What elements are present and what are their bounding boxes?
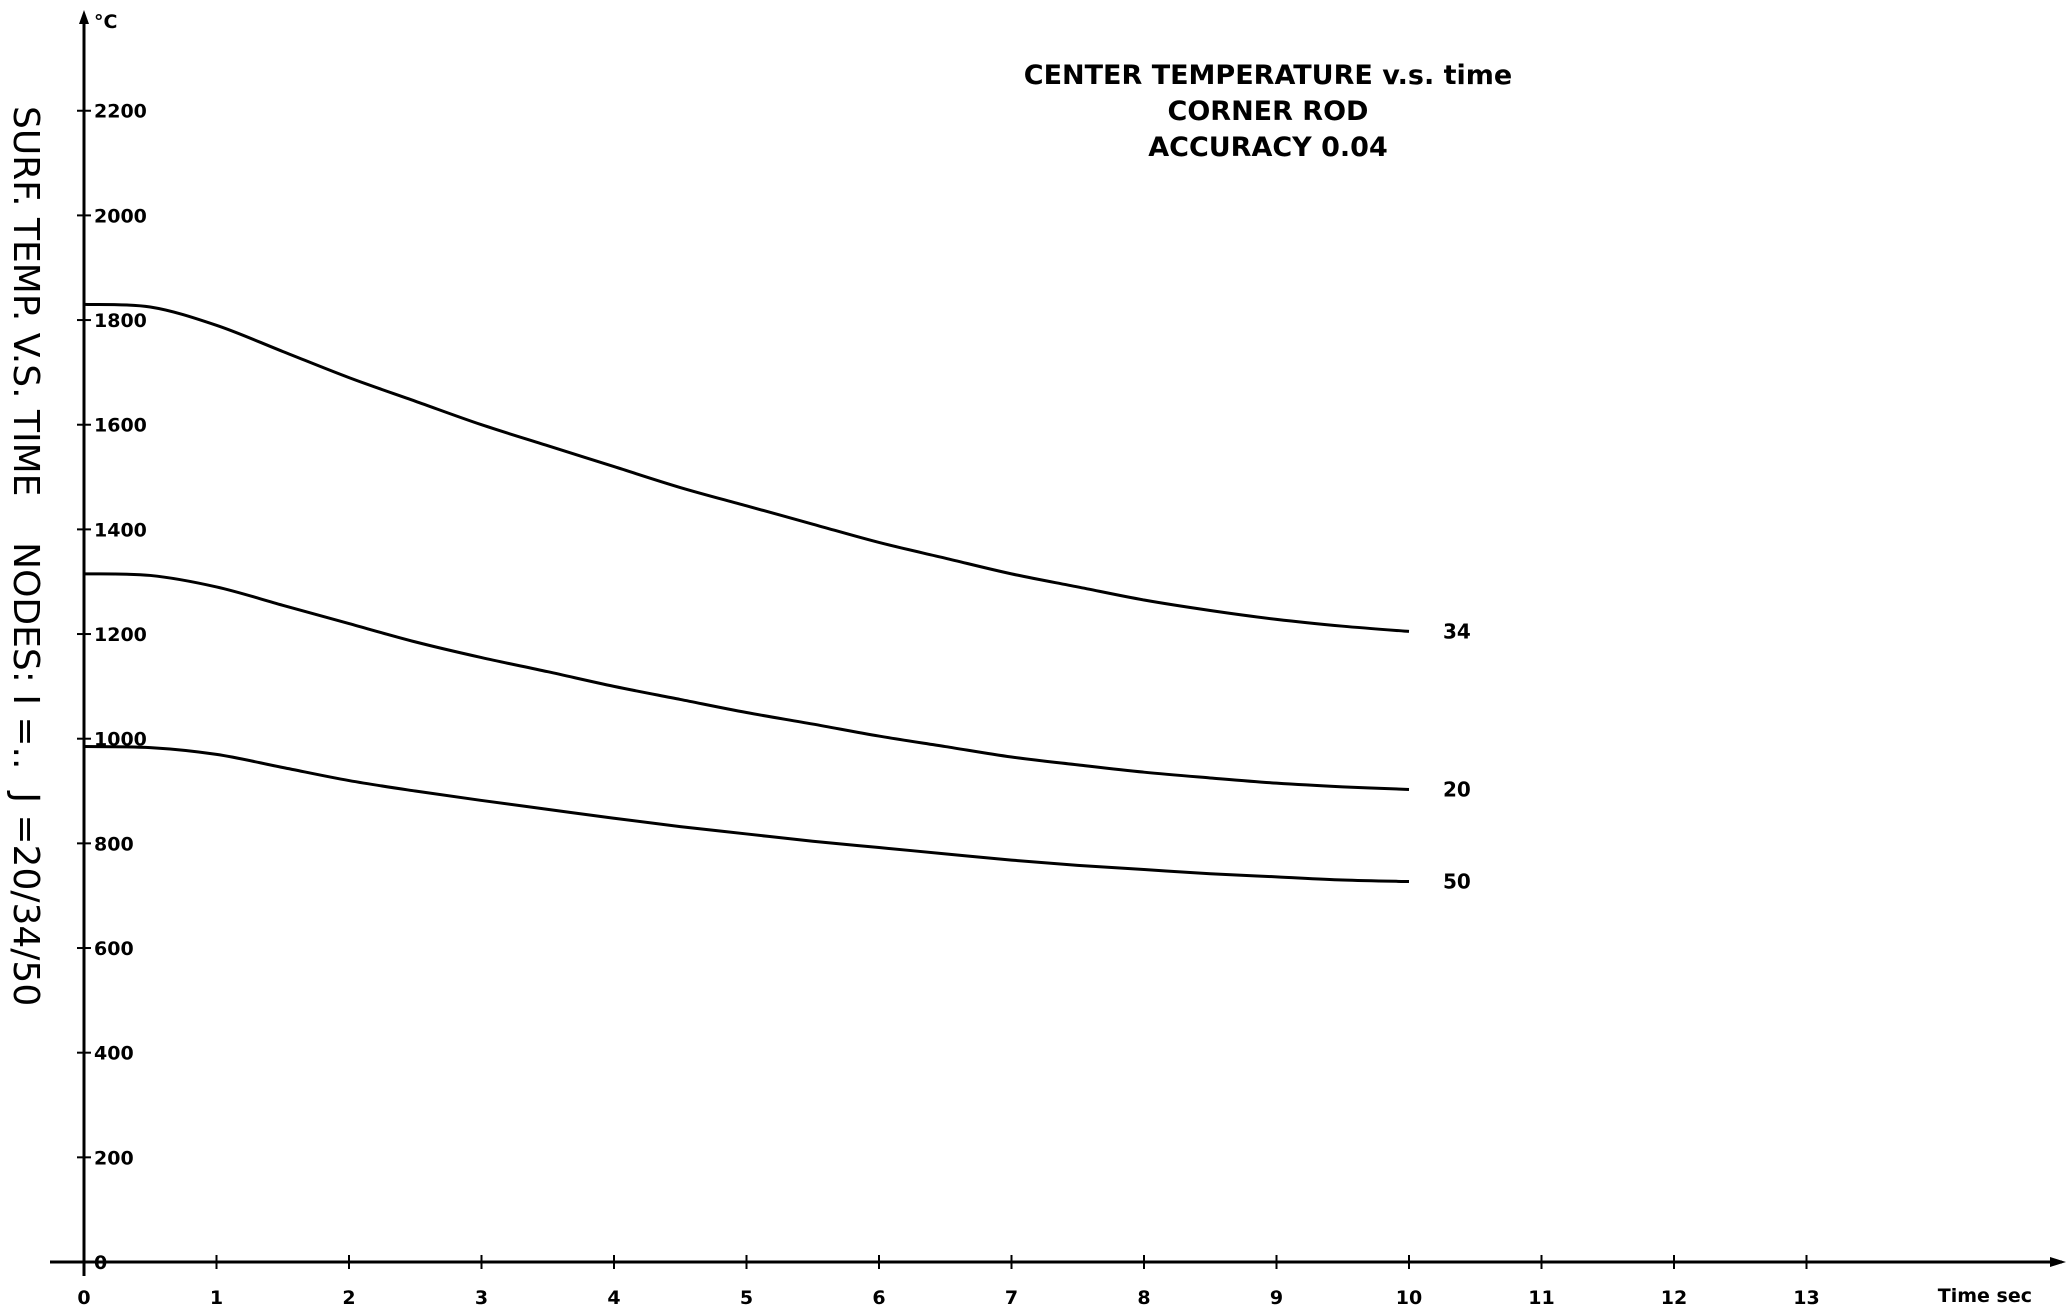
x-unit-label: Time sec (1938, 1285, 2032, 1307)
x-tick-label: 7 (1005, 1287, 1018, 1309)
y-tick-label: 1800 (94, 310, 147, 332)
x-tick-label: 2 (342, 1287, 355, 1309)
x-tick-label: 1 (210, 1287, 223, 1309)
y-tick-label: 800 (94, 833, 134, 855)
chart-title-line: ACCURACY 0.04 (1148, 132, 1388, 163)
x-tick-label: 0 (77, 1287, 90, 1309)
series-labels: 34 20 50 (1443, 619, 1471, 893)
y-axis-arrow (79, 10, 89, 24)
y-unit-label: °C (94, 11, 117, 33)
x-tick-label: 9 (1270, 1287, 1283, 1309)
x-tick-label: 10 (1396, 1287, 1422, 1309)
series-label-20: 20 (1443, 777, 1471, 801)
x-tick-label: 3 (475, 1287, 488, 1309)
y-tick-label: 2000 (94, 205, 147, 227)
chart-title: CENTER TEMPERATURE v.s. time CORNER ROD AC… (1024, 60, 1512, 163)
axes: °C Time sec (50, 10, 2066, 1307)
y-tick-label: 200 (94, 1147, 134, 1169)
y-tick-label: 0 (94, 1252, 107, 1274)
y-tick-label: 1200 (94, 624, 147, 646)
x-tick-label: 6 (872, 1287, 885, 1309)
side-label: SURF. TEMP. V.S. TIME NODES: I =.. J =20… (5, 106, 46, 1006)
series-label-50: 50 (1443, 870, 1471, 894)
side-label-group: SURF. TEMP. V.S. TIME NODES: I =.. J =20… (5, 106, 46, 1006)
y-tick-label: 2200 (94, 101, 147, 123)
y-tick-label: 1600 (94, 415, 147, 437)
series-label-34: 34 (1443, 619, 1471, 643)
x-tick-label: 5 (740, 1287, 753, 1309)
x-tick-label: 13 (1793, 1287, 1819, 1309)
y-tick-label: 400 (94, 1043, 134, 1065)
chart-title-line: CORNER ROD (1168, 96, 1369, 127)
series-line-50 (83, 745, 1410, 884)
chart-title-line: CENTER TEMPERATURE v.s. time (1024, 60, 1512, 91)
x-tick-label: 12 (1661, 1287, 1687, 1309)
axis-ticks: 0 1 2 3 4 5 6 7 8 9 10 11 12 130200400600800100012001… (77, 101, 1820, 1309)
series-line-20 (83, 572, 1410, 791)
series-line-34 (83, 302, 1410, 633)
y-tick-label: 1400 (94, 519, 147, 541)
x-tick-label: 4 (607, 1287, 620, 1309)
x-tick-label: 11 (1528, 1287, 1554, 1309)
x-tick-label: 8 (1137, 1287, 1150, 1309)
x-axis-arrow (2050, 1257, 2066, 1267)
series-lines (83, 302, 1410, 884)
y-tick-label: 600 (94, 938, 134, 960)
